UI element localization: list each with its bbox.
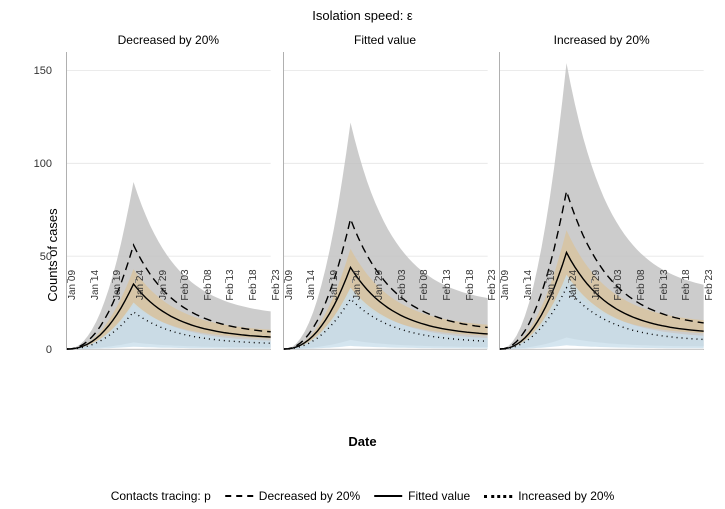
x-tick: Jan 09 [67,270,78,300]
x-tick: Jan 09 [500,270,511,300]
x-axis-label: Date [348,434,376,449]
x-tick: Jan 29 [158,270,169,300]
panel-title: Increased by 20% [493,30,710,50]
x-tick: Jan 14 [306,270,317,300]
x-tick: Feb 08 [203,269,214,300]
x-tick: Feb 18 [465,269,476,300]
legend: Contacts tracing: p Decreased by 20% Fitt… [111,489,615,503]
legend-swatch [225,495,253,497]
legend-item: Increased by 20% [484,489,614,503]
legend-item: Fitted value [374,489,470,503]
panel-title: Decreased by 20% [60,30,277,50]
panel-title: Fitted value [277,30,494,50]
x-tick: Jan 19 [329,270,340,300]
main-title: Isolation speed: ε [0,0,725,23]
panel: Fitted value Jan 09 Jan 14 Jan 19 Jan 24 Jan … [277,30,494,420]
x-tick: Feb 03 [613,269,624,300]
x-tick: Feb 08 [636,269,647,300]
y-tick: 100 [34,158,52,170]
legend-title: Contacts tracing: p [111,489,211,503]
x-tick: Feb 13 [225,269,236,300]
x-tick: Jan 24 [568,270,579,300]
legend-label: Decreased by 20% [259,489,360,503]
x-tick: Feb 13 [659,269,670,300]
x-tick: Jan 14 [90,270,101,300]
legend-label: Fitted value [408,489,470,503]
x-tick: Jan 19 [112,270,123,300]
x-tick: Feb 18 [681,269,692,300]
y-tick: 150 [34,65,52,77]
x-tick: Jan 19 [546,270,557,300]
x-tick: Jan 14 [523,270,534,300]
y-axis: 0 50 100 150 [28,52,56,409]
x-tick: Jan 24 [352,270,363,300]
x-tick: Jan 24 [135,270,146,300]
x-tick: Feb 08 [419,269,430,300]
legend-item: Decreased by 20% [225,489,360,503]
panel: Increased by 20% Jan 09 Jan 14 Jan 19 Jan 24… [493,30,710,420]
plot-area: Jan 09 Jan 14 Jan 19 Jan 24 Jan 29 Feb 03 Feb … [499,52,704,350]
panel: Decreased by 20% Jan 09 Jan 14 Jan 19 Jan 24… [60,30,277,420]
x-labels: Jan 09Jan 14Jan 19Jan 24Jan 29Feb 03Feb … [67,281,271,349]
plot-area: Jan 09 Jan 14 Jan 19 Jan 24 Jan 29 Feb 03 Feb … [283,52,488,350]
x-tick: Jan 29 [591,270,602,300]
legend-swatch [484,495,512,498]
chart-container: Isolation speed: ε Counts of cases 05010… [0,0,725,509]
x-tick: Jan 09 [284,270,295,300]
y-tick: 50 [40,251,52,263]
legend-label: Increased by 20% [518,489,614,503]
panels-row: Decreased by 20% Jan 09 Jan 14 Jan 19 Jan 24… [60,30,710,420]
x-labels: Jan 09Jan 14Jan 19Jan 24Jan 29Feb 03Feb … [284,281,488,349]
x-tick: Feb 18 [248,269,259,300]
x-tick: Jan 29 [374,270,385,300]
x-labels: Jan 09Jan 14Jan 19Jan 24Jan 29Feb 03Feb … [500,281,704,349]
x-tick: Feb 13 [442,269,453,300]
plot-area: Jan 09 Jan 14 Jan 19 Jan 24 Jan 29 Feb 03 Feb … [66,52,271,350]
x-tick: Feb 03 [397,269,408,300]
x-tick: Feb 23 [704,269,715,300]
x-tick: Feb 03 [180,269,191,300]
y-tick: 0 [46,344,52,356]
legend-swatch [374,495,402,497]
